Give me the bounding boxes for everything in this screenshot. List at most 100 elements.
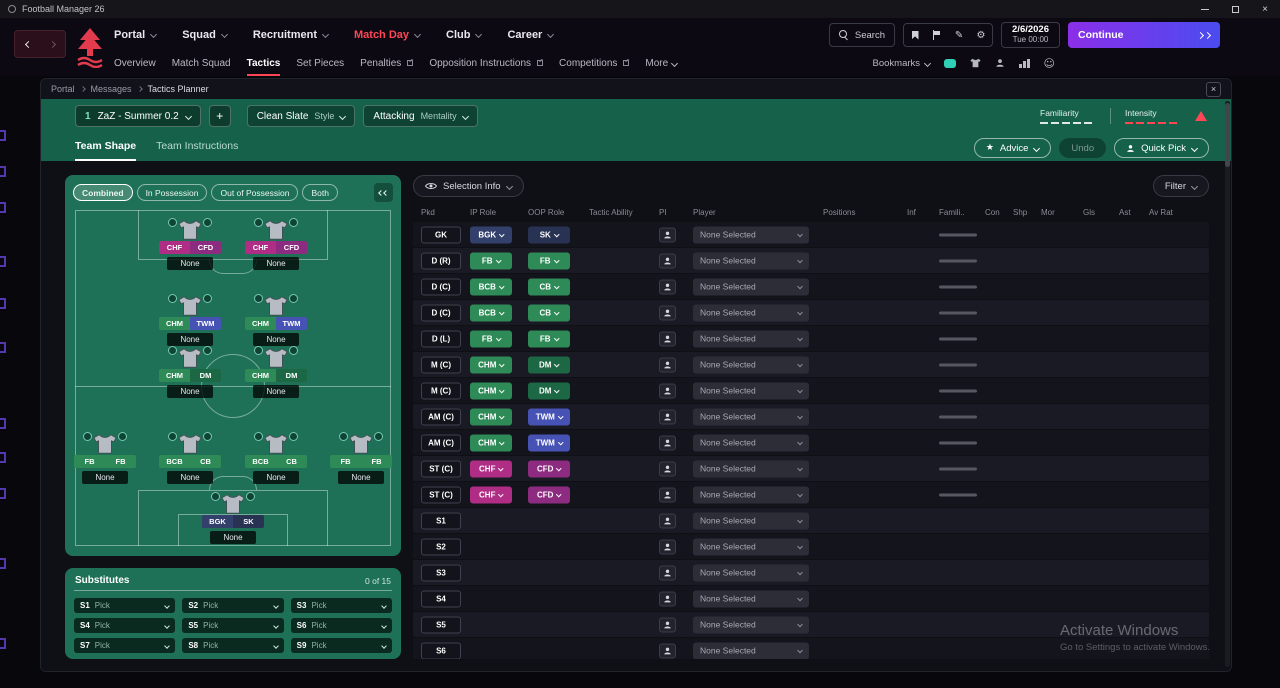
player-instructions-button[interactable]	[659, 279, 676, 294]
player-name[interactable]: None	[167, 471, 213, 484]
pitch-player[interactable]: FB FB None	[63, 432, 147, 484]
position-badge[interactable]: D (R)	[421, 252, 461, 269]
position-badge[interactable]: ST (C)	[421, 486, 461, 503]
subnav-item-tactics[interactable]: Tactics	[246, 50, 280, 76]
nav-item-recruitment[interactable]: Recruitment	[253, 29, 330, 41]
ip-role-select[interactable]: BCB	[470, 278, 512, 295]
notes-icon[interactable]: ✎	[954, 29, 964, 41]
player-name[interactable]: None	[253, 385, 299, 398]
position-badge[interactable]: AM (C)	[421, 434, 461, 451]
pitch-player[interactable]: BCB CB None	[148, 432, 232, 484]
player-instructions-button[interactable]	[659, 357, 676, 372]
nav-item-match-day[interactable]: Match Day	[354, 29, 422, 41]
position-badge[interactable]: S1	[421, 512, 461, 529]
flag-icon[interactable]	[926, 24, 948, 46]
ip-role-select[interactable]: FB	[470, 330, 512, 347]
oop-role-select[interactable]: SK	[528, 226, 570, 243]
oop-role-badge[interactable]: DM	[190, 369, 221, 382]
gear-icon[interactable]: ⚙	[976, 29, 986, 41]
position-badge[interactable]: D (L)	[421, 330, 461, 347]
oop-role-select[interactable]: TWM	[528, 434, 570, 451]
tab-team-shape[interactable]: Team Shape	[75, 140, 137, 161]
column-header-gls[interactable]: Gls	[1083, 208, 1095, 217]
player-select[interactable]: None Selected	[693, 538, 809, 555]
position-badge[interactable]: S4	[421, 590, 461, 607]
subnav-item-opposition-instructions[interactable]: Opposition Instructions	[429, 50, 544, 76]
ip-role-badge[interactable]: FB	[74, 455, 105, 468]
maximize-button[interactable]	[1220, 0, 1250, 18]
player-name[interactable]: None	[338, 471, 384, 484]
selection-info-dropdown[interactable]: Selection Info	[413, 175, 524, 197]
subnav-item-competitions[interactable]: Competitions	[559, 50, 630, 76]
pitch-player[interactable]: CHF CFD None	[234, 218, 318, 270]
scrollbar[interactable]	[1225, 101, 1230, 667]
subnav-item-overview[interactable]: Overview	[114, 57, 156, 69]
nav-item-career[interactable]: Career	[507, 29, 555, 41]
player-instructions-button[interactable]	[659, 305, 676, 320]
oop-role-badge[interactable]: CFD	[276, 241, 307, 254]
player-name[interactable]: None	[167, 257, 213, 270]
panel-close-button[interactable]: ×	[1206, 81, 1221, 97]
column-header-av-rat[interactable]: Av Rat	[1149, 208, 1173, 217]
club-crest[interactable]	[66, 18, 114, 76]
filter-dropdown[interactable]: Filter	[1152, 175, 1209, 197]
subnav-item-more[interactable]: More	[645, 50, 679, 76]
oop-role-select[interactable]: DM	[528, 382, 570, 399]
nav-item-squad[interactable]: Squad	[182, 29, 228, 41]
player-select[interactable]: None Selected	[693, 278, 809, 295]
bookmarks-dropdown[interactable]: Bookmarks	[873, 58, 932, 69]
player-select[interactable]: None Selected	[693, 512, 809, 529]
back-button[interactable]	[18, 34, 38, 54]
column-header-player[interactable]: Player	[693, 208, 716, 217]
tactic-select[interactable]: 1 ZaZ - Summer 0.2	[75, 105, 201, 127]
breadcrumb-item-tactics-planner[interactable]: Tactics Planner	[147, 84, 209, 94]
ip-role-badge[interactable]: BGK	[202, 515, 233, 528]
position-badge[interactable]: S3	[421, 564, 461, 581]
kit-icon[interactable]	[970, 58, 981, 68]
oop-role-select[interactable]: DM	[528, 356, 570, 373]
player-select[interactable]: None Selected	[693, 564, 809, 581]
oop-role-badge[interactable]: FB	[361, 455, 392, 468]
player-name[interactable]: None	[253, 333, 299, 346]
ip-role-badge[interactable]: FB	[330, 455, 361, 468]
player-name[interactable]: None	[253, 257, 299, 270]
column-header-con[interactable]: Con	[985, 208, 1000, 217]
player-select[interactable]: None Selected	[693, 226, 809, 243]
player-instructions-button[interactable]	[659, 435, 676, 450]
player-select[interactable]: None Selected	[693, 486, 809, 503]
player-select[interactable]: None Selected	[693, 252, 809, 269]
oop-role-badge[interactable]: DM	[276, 369, 307, 382]
ip-role-select[interactable]: FB	[470, 252, 512, 269]
sub-slot-s3[interactable]: S3 Pick	[290, 598, 392, 613]
position-badge[interactable]: S2	[421, 538, 461, 555]
column-header-inf[interactable]: Inf	[907, 208, 916, 217]
player-instructions-button[interactable]	[659, 331, 676, 346]
undo-button[interactable]: Undo	[1059, 138, 1107, 158]
ip-role-select[interactable]: CHM	[470, 356, 512, 373]
position-badge[interactable]: AM (C)	[421, 408, 461, 425]
bookmark-icon[interactable]	[904, 24, 926, 46]
oop-role-badge[interactable]: FB	[105, 455, 136, 468]
player-instructions-button[interactable]	[659, 513, 676, 528]
chat-icon[interactable]	[944, 58, 957, 68]
oop-role-select[interactable]: CFD	[528, 486, 570, 503]
view-in-possession[interactable]: In Possession	[136, 184, 208, 201]
ip-role-select[interactable]: BCB	[470, 304, 512, 321]
player-select[interactable]: None Selected	[693, 434, 809, 451]
column-header-ast[interactable]: Ast	[1119, 208, 1131, 217]
player-select[interactable]: None Selected	[693, 408, 809, 425]
player-instructions-button[interactable]	[659, 591, 676, 606]
oop-role-select[interactable]: TWM	[528, 408, 570, 425]
oop-role-select[interactable]: CB	[528, 304, 570, 321]
player-select[interactable]: None Selected	[693, 590, 809, 607]
player-instructions-button[interactable]	[659, 227, 676, 242]
minimize-button[interactable]	[1190, 0, 1220, 18]
player-instructions-button[interactable]	[659, 253, 676, 268]
oop-role-select[interactable]: CFD	[528, 460, 570, 477]
tab-team-instructions[interactable]: Team Instructions	[156, 140, 239, 152]
oop-role-badge[interactable]: SK	[233, 515, 264, 528]
column-header-famili[interactable]: Famili..	[939, 208, 965, 217]
player-instructions-button[interactable]	[659, 643, 676, 658]
collapse-panel-button[interactable]	[374, 183, 393, 202]
ip-role-select[interactable]: BGK	[470, 226, 512, 243]
